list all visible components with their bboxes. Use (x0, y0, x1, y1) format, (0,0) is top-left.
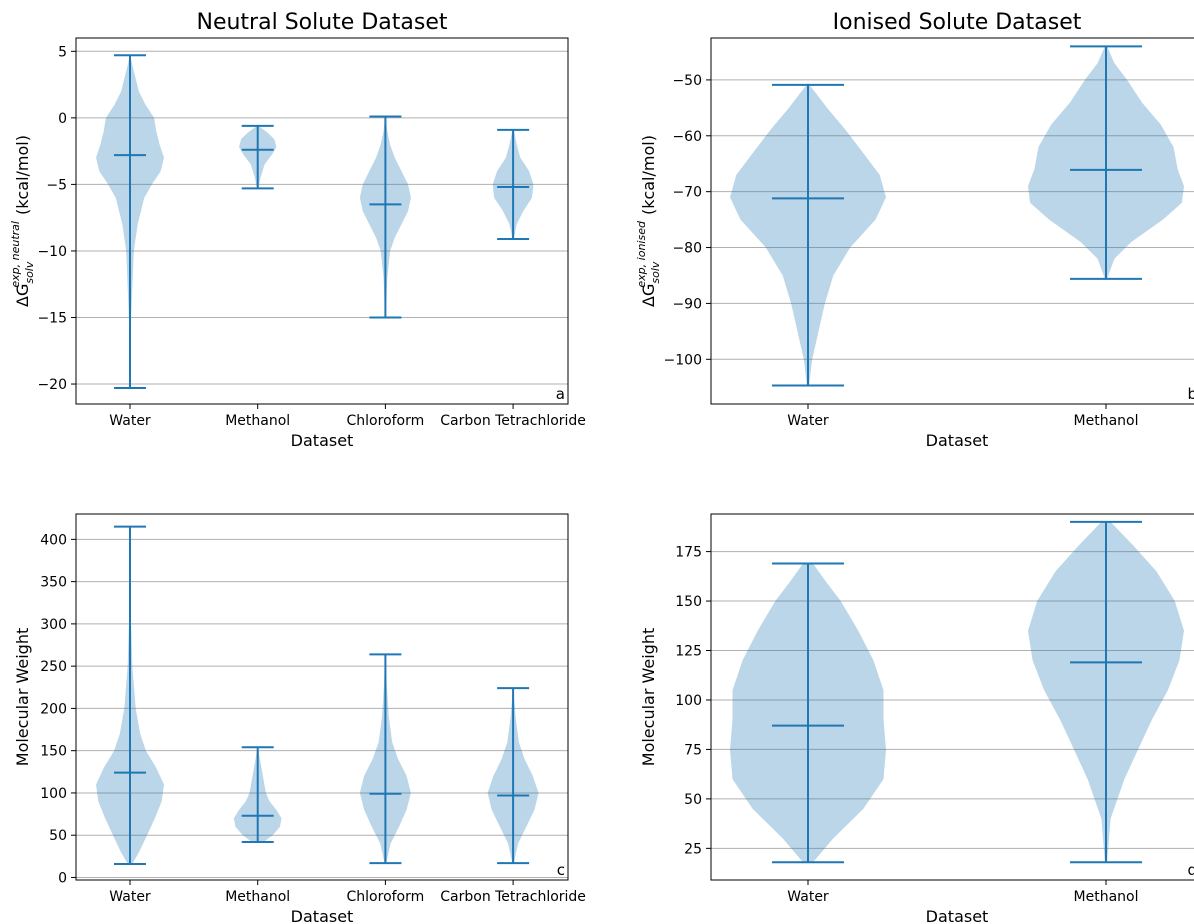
x-tick-label: Carbon Tetrachloride (440, 413, 586, 429)
panel-letter: b (1187, 385, 1194, 403)
x-tick-label: Methanol (225, 413, 290, 429)
x-axis-label: Dataset (291, 907, 354, 924)
panel-b: −50 −60 −70 −80 −90 −100 Water Methanol Dataset I… (635, 10, 1194, 450)
y-tick-label: 100 (40, 786, 67, 802)
x-axis-label: Dataset (926, 431, 989, 450)
y-tick-label: 350 (40, 575, 67, 591)
x-tick-label: Chloroform (347, 889, 425, 905)
axes-frame (710, 37, 1194, 405)
y-axis-label: Molecular Weight (639, 628, 658, 766)
y-tick-label: 0 (58, 111, 67, 127)
y-axis-label: Molecular Weight (13, 628, 32, 766)
y-tick-label: 125 (675, 644, 702, 660)
y-tick-label: 200 (40, 701, 67, 717)
panel-d: 175 150 125 100 75 50 25 Water Methanol Dataset Mo… (639, 513, 1194, 924)
chart-title: Neutral Solute Dataset (197, 10, 448, 35)
y-tick-label: −70 (672, 185, 702, 201)
y-tick-label: −15 (37, 310, 67, 326)
x-tick-label: Chloroform (347, 413, 425, 429)
panel-letter: d (1187, 861, 1194, 879)
x-tick-label: Water (787, 889, 829, 905)
y-tick-label: −90 (672, 296, 702, 312)
y-axis-label: ΔGsolvexp, neutral(kcal/mol) (9, 135, 36, 307)
y-tick-label: 50 (49, 828, 67, 844)
x-axis-label: Dataset (926, 907, 989, 924)
y-tick-label: 175 (675, 545, 702, 561)
y-tick-label: 50 (684, 792, 702, 808)
y-tick-label: −100 (664, 352, 702, 368)
y-tick-label: 25 (684, 841, 702, 857)
y-tick-label: 300 (40, 617, 67, 633)
y-tick-label: −10 (37, 244, 67, 260)
y-tick-label: 5 (58, 44, 67, 60)
y-tick-label: 150 (675, 594, 702, 610)
y-tick-label: 400 (40, 532, 67, 548)
panel-letter: c (557, 861, 565, 879)
x-axis-label: Dataset (291, 431, 354, 450)
x-tick-label: Water (787, 413, 829, 429)
x-tick-label: Water (109, 413, 151, 429)
y-tick-label: −80 (672, 241, 702, 257)
y-tick-label: 0 (58, 870, 67, 886)
x-tick-label: Methanol (1074, 413, 1139, 429)
axes-frame (75, 37, 569, 405)
axes-frame (75, 513, 569, 881)
y-tick-label: 150 (40, 744, 67, 760)
y-axis-label: ΔGsolvexp, ionised(kcal/mol) (635, 135, 662, 307)
y-tick-label: 250 (40, 659, 67, 675)
x-tick-label: Water (109, 889, 151, 905)
chart-title: Ionised Solute Dataset (833, 10, 1082, 35)
y-tick-label: −5 (46, 177, 67, 193)
y-tick-label: 100 (675, 693, 702, 709)
y-tick-label: 75 (684, 742, 702, 758)
x-tick-label: Carbon Tetrachloride (440, 889, 586, 905)
y-tick-label: −60 (672, 129, 702, 145)
panel-a: 5 0 −5 −10 −15 −20 Water Methanol Chloroform Carb… (9, 10, 586, 450)
y-tick-label: −20 (37, 377, 67, 393)
x-tick-label: Methanol (225, 889, 290, 905)
x-tick-label: Methanol (1074, 889, 1139, 905)
axes-frame (710, 513, 1194, 881)
panel-c: 400 350 300 250 200 150 100 50 0 Water Methanol Chl… (13, 513, 586, 924)
panel-letter: a (556, 385, 565, 403)
y-tick-label: −50 (672, 73, 702, 89)
